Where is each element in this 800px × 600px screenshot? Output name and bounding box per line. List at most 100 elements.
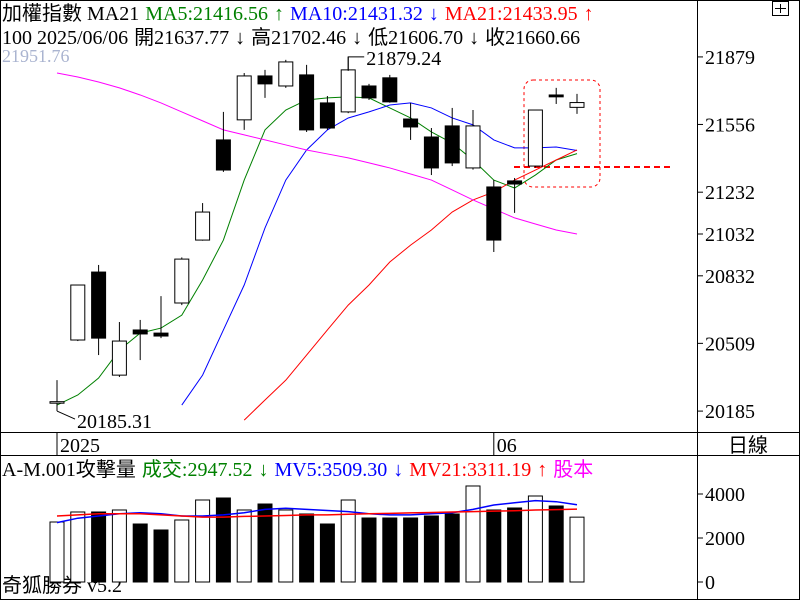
quote-info: 收21660.66 (485, 26, 580, 49)
legend-entry: MA21:21433.95 (445, 3, 578, 25)
header-mask (0, 24, 697, 47)
y-tick-label: 21032 (705, 224, 755, 246)
volume-bar (361, 517, 377, 583)
y-tick-label: 20185 (705, 401, 755, 423)
volume-bar (569, 516, 585, 583)
series-line (56, 508, 578, 518)
volume-bar (403, 517, 419, 583)
y-tick-label: 20509 (705, 333, 755, 355)
legend-entry: MA10:21431.32 (290, 3, 423, 25)
volume-bar (236, 509, 252, 583)
annotation: 21879.24 (366, 48, 441, 70)
y-tick-label: 20832 (705, 266, 755, 288)
candle-body (278, 61, 294, 87)
y-tick-label: 21232 (705, 182, 755, 204)
legend-trend: ↑ (274, 3, 284, 25)
legend-entry: MV21:3311.19 (409, 459, 531, 481)
candle-body (299, 74, 315, 131)
volume-bar (153, 529, 169, 583)
legend-trend: ↑ (537, 459, 547, 481)
candle-body (236, 75, 252, 121)
series-line (181, 102, 578, 406)
legend-entry: MA5:21416.56 (145, 3, 268, 25)
volume-bar (49, 521, 65, 583)
candle-body (403, 118, 419, 128)
candle-body (174, 258, 190, 304)
quote-info: 100 2025/06/06 (2, 27, 128, 49)
candle-body (361, 85, 377, 99)
candle-body (257, 75, 273, 85)
candle-body (486, 186, 502, 241)
volume-bar (423, 515, 439, 583)
annotation-leader (347, 56, 365, 71)
y-tick-label: 21556 (705, 114, 755, 136)
candle-body (91, 271, 107, 339)
y-tick-label: 2000 (705, 528, 745, 550)
ghost-value: 21951.76 (2, 46, 70, 66)
legend-trend: ↑ (584, 3, 594, 25)
candle-body (195, 211, 211, 241)
series-line (243, 149, 578, 421)
quote-info: 高21702.46 (251, 26, 346, 49)
candle-body (111, 340, 127, 376)
candle-body (215, 139, 231, 171)
candle-body (465, 125, 481, 169)
candle-body (153, 332, 169, 337)
candle-body (319, 102, 335, 129)
x-tick-label: 06 (497, 435, 517, 457)
quote-info: 低21606.70 (368, 26, 463, 49)
volume-bar (195, 499, 211, 583)
quote-info: ↓ (352, 27, 362, 49)
candle-body (340, 69, 356, 113)
volume-bar (319, 523, 335, 583)
volume-bar (174, 519, 190, 583)
volume-bar (111, 509, 127, 583)
volume-bar (132, 523, 148, 583)
candle-body (382, 77, 398, 103)
volume-bar (507, 507, 523, 583)
quote-info: 開21637.77 (134, 27, 229, 49)
volume-bar (444, 513, 460, 583)
window-icon[interactable] (772, 1, 789, 16)
candle-body (569, 102, 585, 108)
legend-trend: ↓ (393, 459, 403, 481)
volume-bar (91, 511, 107, 583)
legend-entry: 股本 (553, 458, 593, 481)
volume-bar (340, 499, 356, 583)
volume-bar (257, 503, 273, 583)
volume-bar (278, 509, 294, 583)
volume-bar (299, 513, 315, 583)
annotation: 20185.31 (77, 411, 152, 433)
quote-info: ↓ (469, 27, 479, 49)
legend-trend: ↓ (258, 459, 268, 481)
candle-body (423, 136, 439, 169)
y-tick-label: 4000 (705, 484, 745, 506)
highlight-box (523, 79, 601, 188)
legend-entry: 成交:2947.52 (142, 458, 253, 481)
candle-body (70, 284, 86, 341)
volume-bar (465, 485, 481, 583)
volume-bar (70, 511, 86, 583)
volume-bar (215, 497, 231, 583)
series-line (56, 499, 578, 524)
legend-trend: ↓ (429, 3, 439, 25)
candle-body (507, 180, 523, 185)
volume-bar (527, 495, 543, 583)
period-label[interactable]: 日線 (728, 434, 768, 457)
volume-bar (382, 517, 398, 583)
pane-title: A-M.001攻擊量 (2, 458, 136, 481)
candle-body (444, 125, 460, 164)
candle-body (132, 329, 148, 335)
candle-body (527, 109, 543, 167)
y-tick-label: 0 (705, 572, 715, 594)
candle-body (548, 94, 564, 98)
volume-bar (548, 505, 564, 583)
axis-mask (698, 456, 799, 478)
candle-body (49, 401, 65, 404)
y-tick-label: 21879 (705, 47, 755, 69)
legend-prefix: 加權指數 MA21 (2, 2, 139, 25)
x-tick-label: 2025 (60, 435, 100, 457)
annotation-leader (56, 410, 76, 420)
